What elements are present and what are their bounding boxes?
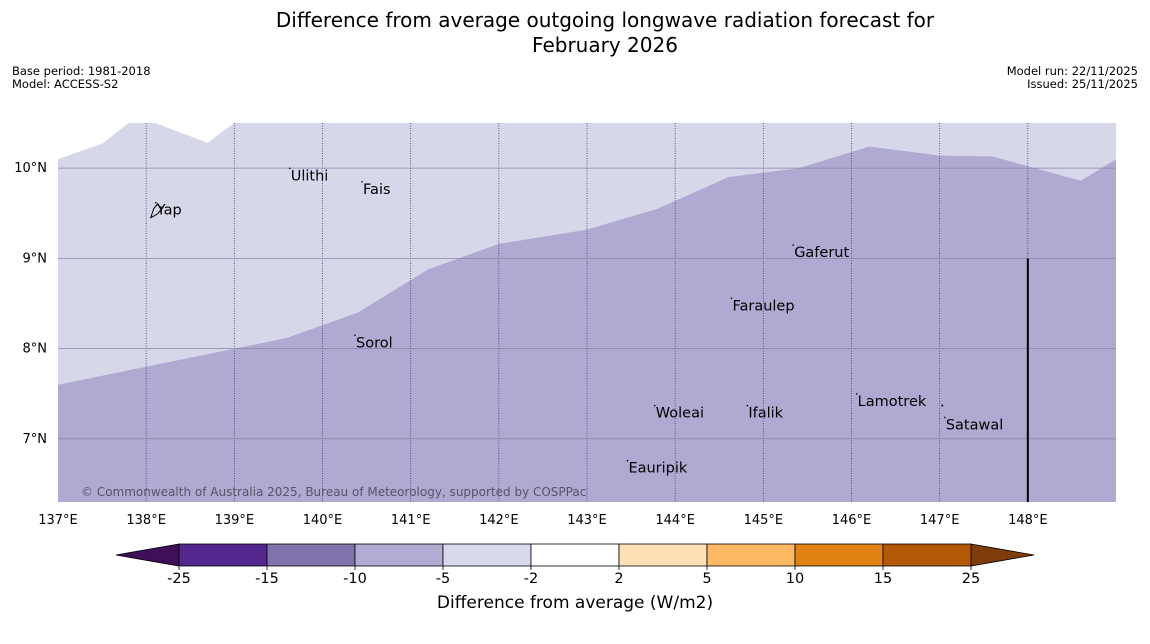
- lon-tick-label: 142°E: [479, 513, 519, 528]
- lon-tick-label: 139°E: [215, 513, 255, 528]
- place-marker: [154, 201, 157, 204]
- colorbar-tick-label: 15: [874, 571, 892, 587]
- colorbar-tick-label: 10: [786, 571, 804, 587]
- colorbar-tick-label: 2: [614, 571, 623, 587]
- colorbar-bin: [442, 543, 532, 567]
- colorbar-tick-label: -15: [255, 571, 279, 587]
- place-label: Fais: [363, 182, 390, 198]
- place-label: Faraulep: [732, 298, 794, 314]
- colorbar-bin: [530, 543, 620, 567]
- colorbar-bin: [618, 543, 708, 567]
- lon-tick-label: 148°E: [1008, 513, 1048, 528]
- place-label: Eauripik: [628, 461, 687, 477]
- lat-tick-label: 10°N: [14, 161, 47, 176]
- colorbar-min-extension: [115, 543, 180, 567]
- model-run-text: Model run: 22/11/2025: [1006, 64, 1138, 78]
- place-marker: [653, 404, 656, 407]
- model-text: Model: ACCESS-S2: [12, 77, 119, 91]
- colorbar-bin: [354, 543, 444, 567]
- place-label: Woleai: [656, 406, 704, 422]
- meta-left: Base period: 1981-2018 Model: ACCESS-S2: [12, 65, 151, 91]
- colorbar-bin: [882, 543, 972, 567]
- place-label: Sorol: [356, 335, 393, 351]
- place-marker: [944, 416, 946, 419]
- place-marker: [855, 393, 858, 395]
- place-marker: [941, 404, 944, 407]
- lon-tick-label: 141°E: [391, 513, 431, 528]
- lon-tick-label: 143°E: [567, 513, 607, 528]
- issued-text: Issued: 25/11/2025: [1027, 77, 1138, 91]
- colorbar-bin: [178, 543, 268, 567]
- colorbar: -25 -15 -10 -5 -2 2 5 10 15 25: [115, 543, 1035, 587]
- colorbar-tick-label: -25: [167, 571, 191, 587]
- lon-tick-label: 147°E: [920, 513, 960, 528]
- lon-tick-label: 144°E: [655, 513, 695, 528]
- colorbar-bin: [706, 543, 796, 567]
- colorbar-tick-label: -2: [524, 571, 538, 587]
- colorbar-max-extension: [970, 543, 1035, 567]
- title-line-2: February 2026: [532, 33, 678, 57]
- base-period-text: Base period: 1981-2018: [12, 64, 151, 78]
- colorbar-bin: [794, 543, 884, 567]
- place-label: Yap: [156, 203, 182, 219]
- yap-island-outline: [149, 202, 164, 219]
- place-marker: [354, 334, 356, 337]
- lat-tick-label: 8°N: [23, 342, 48, 357]
- lon-tick-label: 137°E: [38, 513, 78, 528]
- place-marker: [746, 404, 749, 407]
- place-marker: [730, 297, 733, 300]
- lon-tick-label: 138°E: [126, 513, 166, 528]
- lon-tick-label: 140°E: [303, 513, 343, 528]
- lon-tick-label: 145°E: [744, 513, 784, 528]
- place-label: Lamotrek: [858, 394, 927, 410]
- meta-right: Model run: 22/11/2025 Issued: 25/11/2025: [1007, 65, 1138, 91]
- lon-tick-label: 146°E: [832, 513, 872, 528]
- colorbar-tick-label: 25: [962, 571, 980, 587]
- chart-title: Difference from average outgoing longwav…: [0, 8, 1150, 58]
- copyright-text: © Commonwealth of Australia 2025, Bureau…: [81, 485, 586, 499]
- place-marker: [361, 181, 363, 183]
- colorbar-bin: [266, 543, 356, 567]
- place-label: Satawal: [946, 417, 1003, 433]
- map: 137°E 138°E 139°E 140°E 141°E 142°E 143°E 144°E…: [14, 123, 1116, 528]
- place-marker: [792, 244, 794, 246]
- place-label: Gaferut: [794, 245, 849, 261]
- place-label: Ifalik: [748, 406, 783, 422]
- colorbar-tick-label: -10: [343, 571, 367, 587]
- place-marker: [626, 459, 629, 462]
- title-line-1: Difference from average outgoing longwav…: [275, 8, 935, 32]
- colorbar-tick-label: -5: [436, 571, 450, 587]
- lat-tick-label: 7°N: [23, 432, 48, 447]
- lat-tick-label: 9°N: [23, 251, 48, 266]
- place-marker: [288, 167, 291, 170]
- place-label: Ulithi: [291, 168, 329, 184]
- colorbar-tick-label: 5: [702, 571, 711, 587]
- colorbar-label: Difference from average (W/m2): [436, 593, 714, 613]
